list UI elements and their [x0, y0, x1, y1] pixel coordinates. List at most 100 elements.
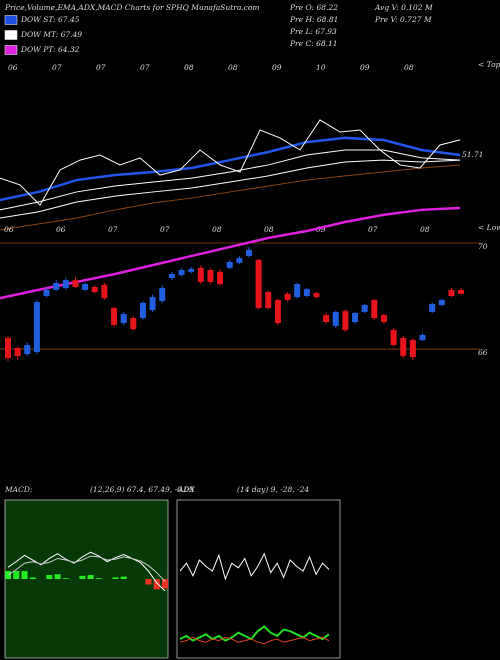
date-label: 07: [96, 63, 106, 72]
legend-swatch: [4, 45, 18, 55]
date-label: 06: [4, 225, 14, 234]
adx-title: ADX: [177, 485, 195, 494]
date-label: 07: [52, 63, 62, 72]
candle-body: [380, 315, 387, 322]
date-label: 07: [160, 225, 170, 234]
date-label: 08: [404, 63, 414, 72]
macd-histogram-bar: [79, 575, 86, 579]
candle-body: [120, 314, 127, 324]
stat: Pre V: 0.727 M: [374, 15, 432, 24]
candle-body: [82, 284, 89, 290]
candle-body: [197, 267, 204, 282]
date-label: 08: [184, 63, 194, 72]
candle-body: [332, 311, 339, 326]
ema-line: [0, 149, 461, 211]
candle-body: [43, 289, 50, 297]
stat: Pre H: 68.81: [289, 15, 338, 24]
date-label: 09: [272, 63, 282, 72]
candle-body: [188, 268, 195, 272]
macd-histogram-bar: [54, 574, 61, 579]
last-value: 51.71: [462, 150, 483, 159]
trend-line: [0, 206, 461, 300]
macd-histogram-bar: [29, 577, 36, 579]
macd-panel: [4, 499, 169, 659]
adx-line: [179, 636, 330, 645]
date-label: 08: [420, 225, 430, 234]
macd-line: [7, 551, 166, 592]
ema-line: [0, 119, 461, 206]
price-level-label: 66: [478, 348, 488, 357]
date-label: 10: [316, 63, 326, 72]
candle-body: [130, 318, 137, 330]
candle-body: [371, 299, 378, 319]
candle-body: [448, 289, 455, 297]
candle-body: [62, 280, 69, 289]
date-label: 06: [56, 225, 66, 234]
date-label: 07: [140, 63, 150, 72]
macd-histogram-bar: [21, 571, 28, 579]
candle-body: [303, 289, 310, 297]
candle-body: [159, 288, 166, 302]
candle-body: [101, 284, 108, 299]
candle-body: [149, 297, 156, 311]
candle-body: [284, 293, 291, 300]
ema-line: [0, 159, 461, 219]
candle-body: [400, 337, 407, 356]
adx-panel: [176, 499, 341, 659]
candle-body: [458, 289, 465, 294]
stat: Avg V: 0.102 M: [374, 3, 433, 12]
page-title: Price,Volume,EMA,ADX,MACD Charts for SPH…: [4, 3, 260, 12]
candle-body: [178, 270, 185, 276]
candle-body: [33, 302, 40, 352]
ema-line: [0, 164, 461, 231]
candle-body: [226, 262, 233, 268]
legend-label: DOW PT: 64.32: [20, 45, 80, 54]
candle-body: [342, 311, 349, 330]
candle-body: [419, 334, 426, 341]
candle-body: [255, 259, 262, 308]
candle-body: [24, 345, 31, 355]
candle-body: [168, 273, 175, 278]
candle-body: [390, 329, 397, 346]
date-label: 08: [264, 225, 274, 234]
candle-body: [111, 307, 118, 325]
stat: Pre C: 68.11: [289, 39, 338, 48]
adx-line: [179, 552, 330, 581]
date-label: 07: [108, 225, 118, 234]
candle-body: [139, 302, 146, 319]
adx-params: (14 day) 9, -28, -24: [237, 485, 309, 494]
candle-body: [361, 305, 368, 312]
candle-body: [438, 299, 445, 306]
candle-body: [429, 303, 436, 312]
date-label: 09: [316, 225, 326, 234]
candle-body: [217, 271, 224, 285]
macd-line: [7, 555, 166, 582]
macd-histogram-bar: [162, 579, 168, 589]
macd-histogram-bar: [87, 575, 94, 579]
macd-histogram-bar: [62, 578, 69, 579]
legend-label: DOW MT: 67.49: [20, 30, 82, 39]
candle-body: [91, 286, 98, 293]
candle-body: [5, 337, 11, 359]
candle-body: [265, 292, 272, 308]
tops-label: < Tops: [478, 60, 500, 69]
adx-line: [179, 625, 330, 642]
candle-body: [409, 340, 416, 358]
date-label: 08: [228, 63, 238, 72]
macd-histogram-bar: [112, 577, 119, 579]
candle-body: [246, 249, 252, 256]
candle-body: [323, 315, 330, 322]
lows-label: < Lows: [478, 223, 500, 232]
candle-body: [53, 283, 60, 290]
candle-body: [14, 347, 21, 356]
date-label: 06: [8, 63, 18, 72]
candle-body: [236, 258, 243, 263]
candle-body: [294, 284, 301, 298]
date-label: 08: [212, 225, 222, 234]
macd-histogram-bar: [95, 578, 102, 579]
macd-title: MACD:: [4, 485, 33, 494]
macd-params: (12,26,9) 67.4, 67.49, -0.09: [90, 485, 194, 494]
candle-body: [313, 293, 320, 298]
